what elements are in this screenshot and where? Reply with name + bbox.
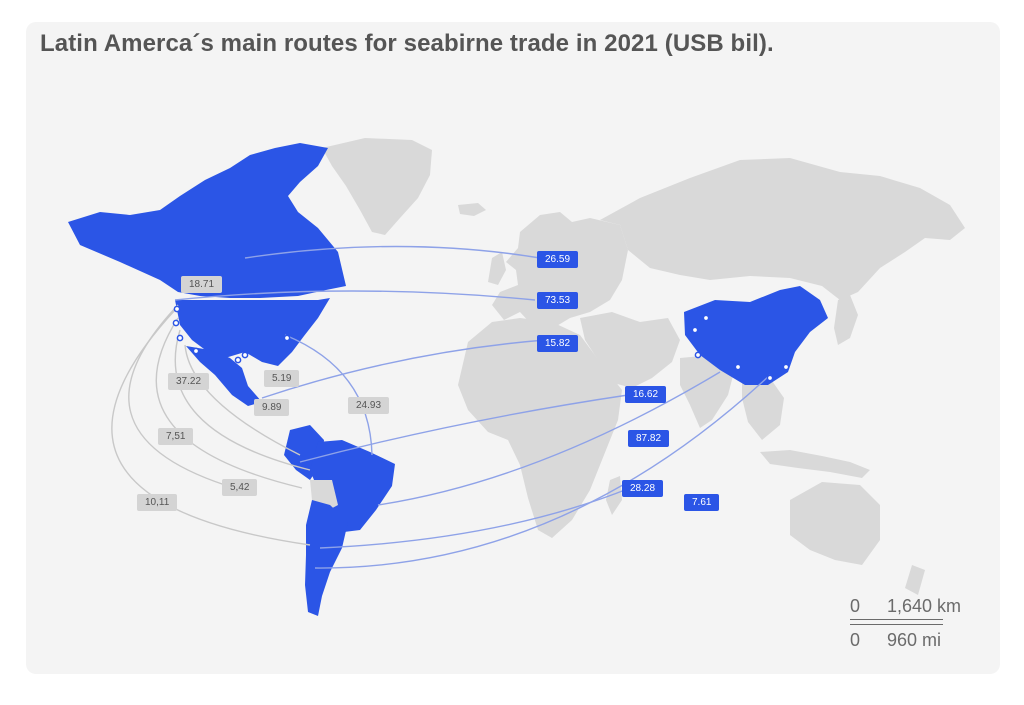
route-label: 87.82 [628, 430, 670, 447]
port-marker [734, 363, 742, 371]
route-label: 28.28 [622, 480, 664, 497]
europe [492, 212, 628, 330]
route-label: 5,42 [222, 479, 258, 496]
port-marker [694, 351, 702, 359]
scale-km-value: 1,640 km [887, 596, 962, 616]
route-label: 9.89 [254, 399, 290, 416]
scale-km-start: 0 [850, 596, 861, 616]
port-marker [766, 374, 774, 382]
route-label: 16.62 [625, 386, 667, 403]
port-marker [192, 347, 200, 355]
route-chile-china [314, 374, 771, 569]
route-colombia-india [299, 394, 629, 463]
route-label: 10,11 [137, 494, 178, 511]
route-pacific-3 [174, 329, 311, 471]
route-pacific-5 [111, 309, 311, 546]
port-marker [176, 334, 184, 342]
map-title: Latin Amerca´s main routes for seabirne … [40, 30, 774, 57]
port-marker [241, 351, 249, 359]
route-canada-europe [244, 245, 541, 259]
port-marker [172, 319, 180, 327]
canada [68, 143, 346, 298]
route-label: 24.93 [348, 397, 390, 414]
scale-mi-start: 0 [850, 630, 861, 650]
port-marker [782, 363, 790, 371]
africa [458, 318, 622, 538]
uk [488, 252, 506, 285]
port-marker [283, 334, 291, 342]
route-brazil-china [377, 371, 721, 506]
australia [790, 482, 880, 565]
route-us-brazil [284, 334, 373, 456]
route-pacific-2 [155, 317, 303, 489]
russia [600, 158, 965, 300]
india [680, 355, 735, 428]
route-label: 37.22 [168, 373, 210, 390]
route-label: 18.71 [181, 276, 223, 293]
greenland [322, 138, 432, 235]
new-zealand [905, 565, 925, 595]
scale-mi-value: 960 mi [887, 630, 942, 650]
japan [834, 295, 858, 345]
port-marker [691, 326, 699, 334]
route-label: 26.59 [537, 251, 579, 268]
argentina-chile [305, 500, 348, 616]
china [684, 286, 828, 385]
port-marker [234, 356, 242, 364]
scale-line-top [850, 619, 943, 620]
route-label: 73.53 [537, 292, 579, 309]
routes-gray [111, 304, 311, 546]
southeast-asia [742, 372, 784, 440]
united-states [175, 298, 330, 366]
route-label: 7,51 [158, 428, 194, 445]
port-marker [173, 305, 181, 313]
route-label: 5.19 [264, 370, 300, 387]
routes-blue [174, 245, 771, 569]
scale-line-bottom [850, 624, 943, 625]
madagascar [606, 476, 622, 515]
route-pacific-4 [184, 344, 301, 456]
route-label: 7.61 [684, 494, 720, 511]
port-marker [702, 314, 710, 322]
route-label: 15.82 [537, 335, 579, 352]
route-us-europe [174, 290, 536, 301]
scale-bar: 0 1,640 km 0 960 mi [845, 596, 970, 656]
mexico [186, 346, 262, 406]
indonesia [760, 450, 870, 478]
iceland [458, 203, 486, 216]
